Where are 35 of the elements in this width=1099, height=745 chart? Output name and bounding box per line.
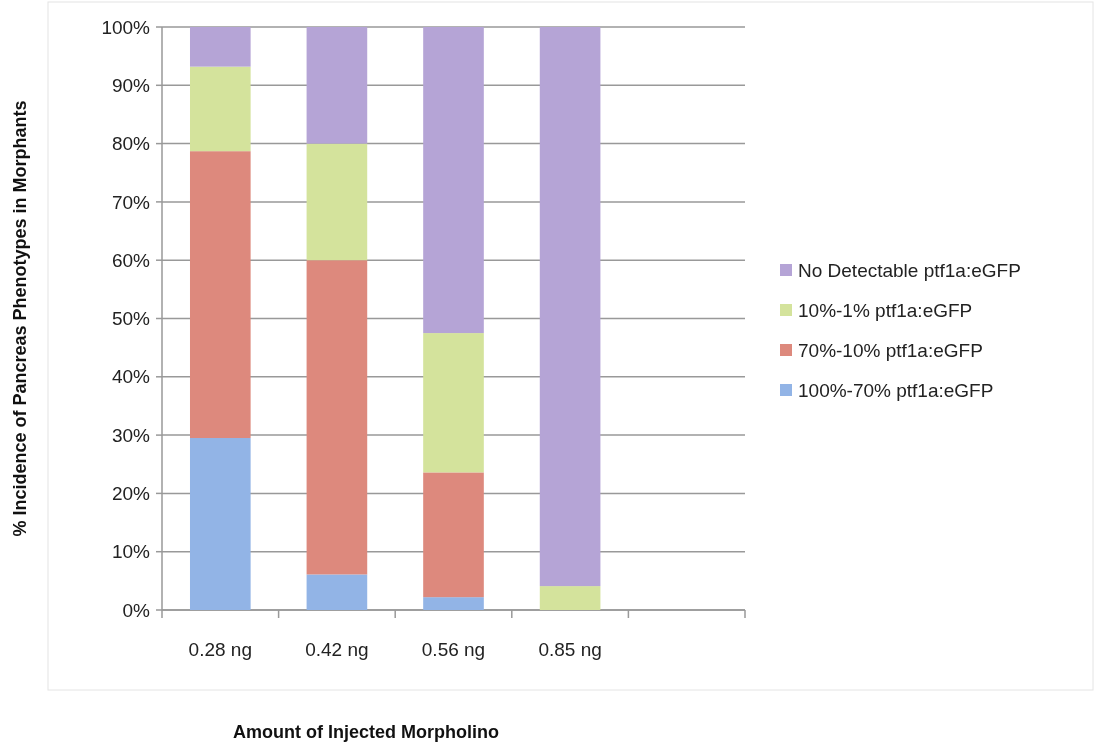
y-tick-label: 90%	[111, 74, 151, 96]
y-tick-label: 50%	[111, 308, 151, 330]
bar	[189, 27, 251, 67]
bar	[539, 586, 601, 610]
legend-label: 100%-70% ptf1a:eGFP	[798, 379, 994, 401]
legend-label: 70%-10% ptf1a:eGFP	[798, 339, 983, 361]
bar	[423, 472, 484, 598]
bar	[539, 27, 601, 587]
y-tick-label: 60%	[111, 249, 151, 271]
y-tick-label: 10%	[111, 541, 151, 563]
y-tick-label: 20%	[111, 483, 151, 505]
y-tick-label: 70%	[111, 191, 151, 213]
y-tick-label: 100%	[101, 16, 151, 38]
bar	[306, 143, 368, 261]
x-tick-label: 0.28 ng	[188, 639, 252, 660]
bar	[306, 260, 368, 575]
x-tick-label: 0.42 ng	[305, 639, 369, 660]
x-tick-label: 0.85 ng	[538, 639, 602, 660]
bar	[423, 333, 484, 473]
y-tick-label: 80%	[111, 133, 151, 155]
legend-label: No Detectable ptf1a:eGFP	[798, 259, 1021, 281]
bar	[306, 27, 368, 144]
bar	[189, 66, 251, 152]
bar	[306, 574, 368, 610]
y-tick-label: 30%	[111, 424, 151, 446]
bar	[189, 438, 251, 610]
y-axis-title: % Incidence of Pancreas Phenotypes in Morphants	[10, 100, 30, 537]
x-tick-label: 0.56 ng	[421, 639, 486, 660]
bar	[423, 597, 484, 610]
y-tick-label: 0%	[122, 599, 151, 621]
legend-label: 10%-1% ptf1a:eGFP	[798, 299, 973, 321]
y-tick-label: 40%	[111, 366, 151, 388]
x-axis-title: Amount of Injected Morpholino	[233, 722, 499, 742]
bar	[423, 27, 484, 334]
bar	[189, 151, 251, 439]
